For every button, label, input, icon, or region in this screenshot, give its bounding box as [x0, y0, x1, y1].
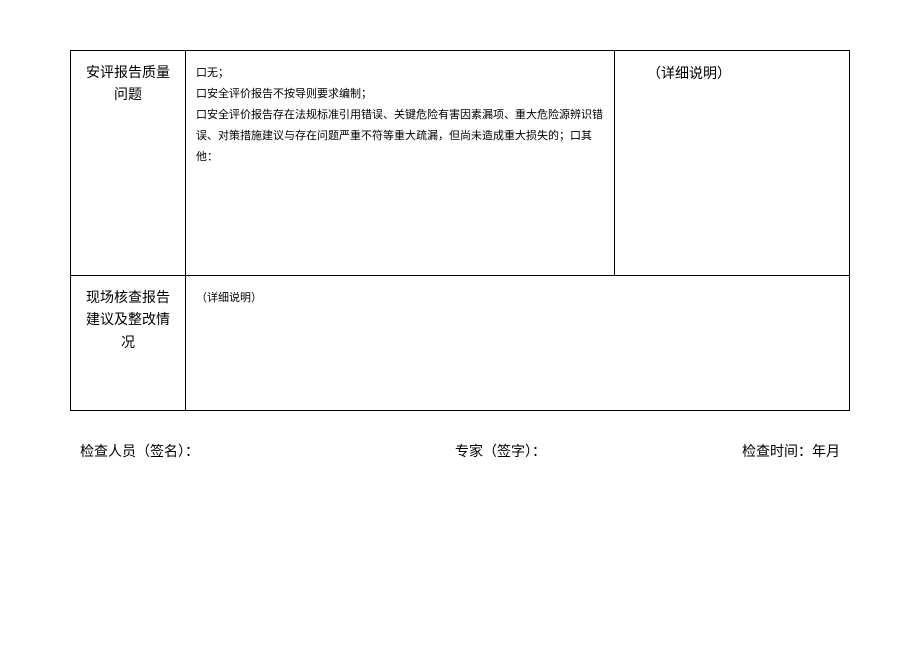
- label-field-review: 现场核查报告建议及整改情况: [71, 276, 186, 411]
- detail-text: （详细说明）: [196, 292, 262, 304]
- label-text: 现场核查报告建议及整改情况: [86, 291, 170, 351]
- signature-footer: 检查人员（签名）： 专家（签字）： 检查时间：年月: [70, 441, 850, 461]
- content-text: 口无； 口安全评价报告不按导则要求编制； 口安全评价报告存在法规标准引用错误、关…: [196, 63, 604, 167]
- table-row-field-review: 现场核查报告建议及整改情况 （详细说明）: [71, 276, 850, 411]
- table-row-quality-issues: 安评报告质量问题 口无； 口安全评价报告不按导则要求编制； 口安全评价报告存在法…: [71, 51, 850, 276]
- check-time-label: 检查时间：年月: [742, 441, 840, 461]
- expert-signature-label: 专家（签字）：: [199, 441, 742, 461]
- content-quality-issues: 口无； 口安全评价报告不按导则要求编制； 口安全评价报告存在法规标准引用错误、关…: [186, 51, 615, 276]
- detail-quality-issues: （详细说明）: [615, 51, 850, 276]
- detail-text: （详细说明）: [625, 67, 731, 82]
- label-quality-issues: 安评报告质量问题: [71, 51, 186, 276]
- inspector-signature-label: 检查人员（签名）：: [80, 441, 199, 461]
- content-field-review: （详细说明）: [186, 276, 850, 411]
- inspection-form-table: 安评报告质量问题 口无； 口安全评价报告不按导则要求编制； 口安全评价报告存在法…: [70, 50, 850, 411]
- label-text: 安评报告质量问题: [86, 66, 170, 103]
